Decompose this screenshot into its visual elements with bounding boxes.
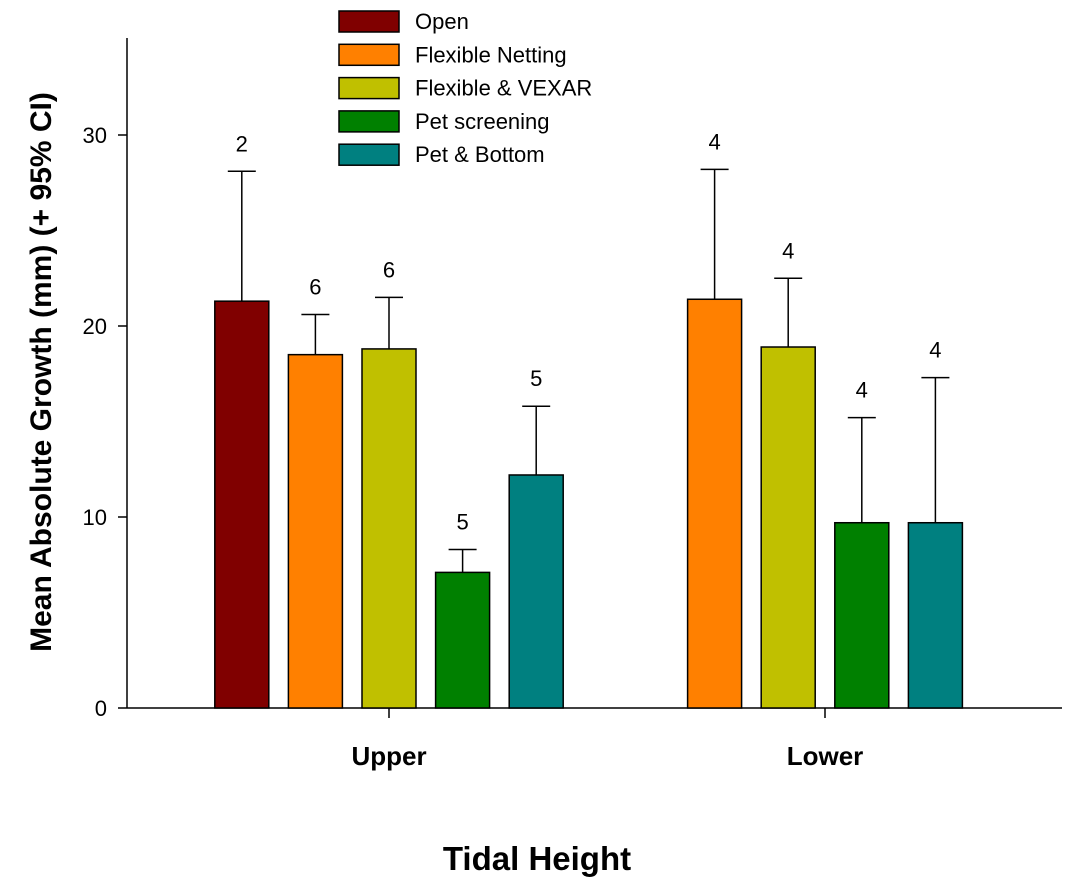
legend-swatch — [338, 43, 400, 67]
legend-label: Flexible Netting — [415, 42, 567, 67]
y-tick-label: 10 — [83, 505, 107, 530]
sample-size-label: 4 — [782, 238, 794, 263]
sample-size-label: 4 — [708, 129, 720, 154]
bar — [760, 346, 816, 709]
y-axis-label: Mean Absolute Growth (mm) (+ 95% CI) — [25, 92, 58, 652]
sample-size-label: 6 — [309, 275, 321, 300]
legend-swatch — [338, 143, 400, 166]
legend-swatch — [338, 110, 400, 133]
legend-label: Pet & Bottom — [415, 142, 545, 167]
legend-label: Open — [415, 9, 469, 34]
bar — [907, 521, 964, 709]
x-tick-label: Upper — [351, 741, 426, 771]
y-tick-label: 20 — [83, 314, 107, 339]
sample-size-label: 5 — [456, 509, 468, 534]
legend-label: Flexible & VEXAR — [415, 76, 592, 101]
y-tick-label: 30 — [83, 123, 107, 148]
bar — [686, 298, 743, 709]
x-tick-label: Lower — [787, 741, 864, 771]
bar — [508, 474, 564, 709]
sample-size-label: 6 — [383, 257, 395, 282]
bar — [214, 300, 270, 709]
bar — [434, 571, 491, 709]
y-tick-label: 0 — [95, 696, 107, 721]
x-axis-label: Tidal Height — [442, 840, 632, 877]
legend-swatch — [338, 76, 400, 100]
bar — [287, 353, 344, 709]
legend-label: Pet screening — [415, 109, 550, 134]
sample-size-label: 2 — [236, 131, 248, 156]
sample-size-label: 4 — [856, 378, 868, 403]
bar — [834, 521, 890, 709]
sample-size-label: 4 — [929, 338, 941, 363]
bar — [361, 348, 417, 709]
legend-swatch — [338, 10, 400, 33]
sample-size-label: 5 — [530, 366, 542, 391]
y-axis-label-container: Mean Absolute Growth (mm) (+ 95% CI) — [0, 0, 70, 800]
